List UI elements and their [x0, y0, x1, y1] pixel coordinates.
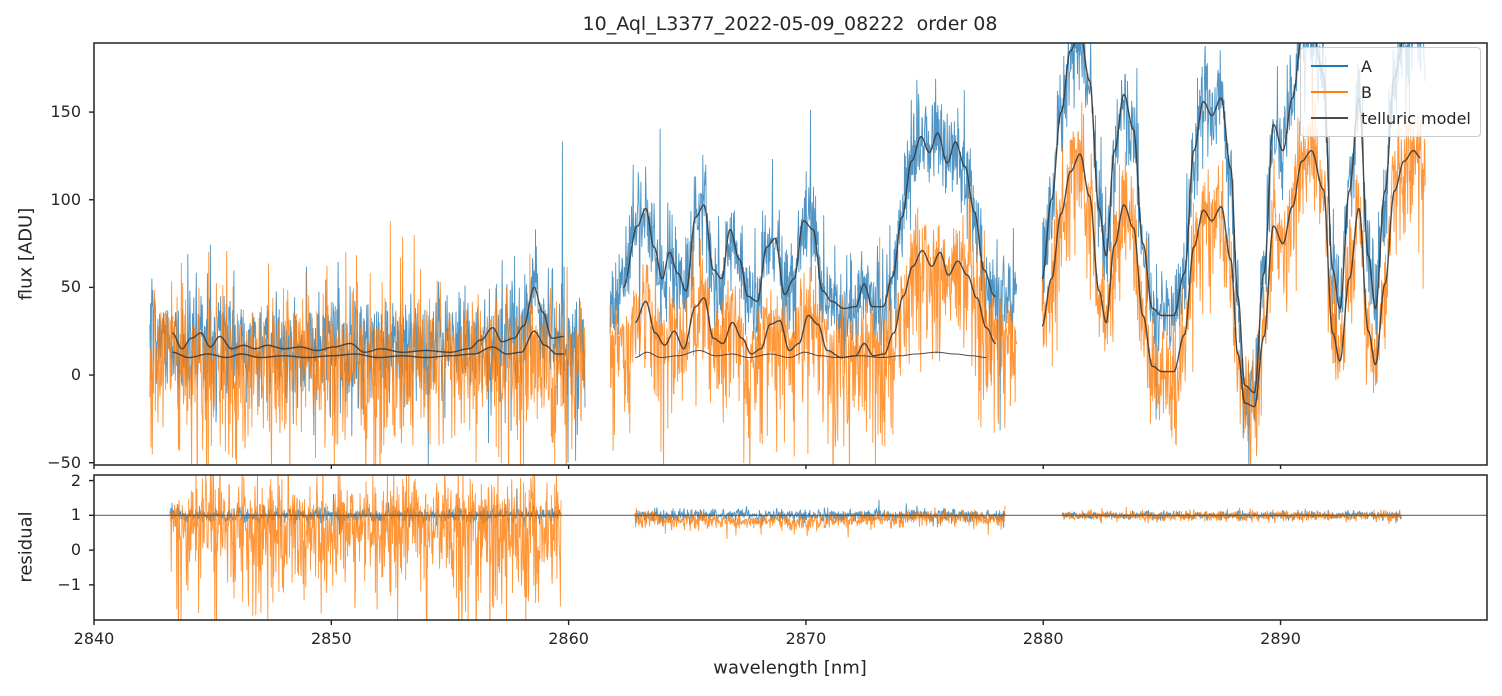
residual-y-tick-label: 0 — [70, 540, 81, 560]
telluric-model-line-2-segment-2 — [634, 249, 996, 359]
residual-series-B-segment-1 — [169, 475, 562, 620]
x-tick-label: 2880 — [1022, 629, 1064, 648]
telluric-model-line-swatch — [1311, 117, 1348, 119]
x-tick-label: 2890 — [1260, 629, 1301, 648]
x-axis-label: wavelength [nm] — [713, 657, 867, 679]
flux-y-tick-label: 0 — [70, 365, 81, 385]
flux-series-B-segment-1 — [149, 220, 586, 465]
flux-panel-frame — [93, 42, 1488, 466]
telluric-model-line-1-segment-1 — [172, 286, 564, 353]
x-tick-label: 2860 — [548, 629, 589, 648]
telluric-model-line-1-segment-2 — [622, 132, 996, 310]
legend-item-b: B — [1301, 79, 1480, 105]
chart-title: 10_Aql_L3377_2022-05-09_08222 order 08 — [582, 13, 998, 35]
residual-series-B-segment-2 — [634, 505, 1006, 540]
flux-y-tick-label: 50 — [60, 277, 81, 297]
residual-y-tick-label: −1 — [57, 574, 81, 594]
telluric-model-line-2-segment-1 — [172, 330, 564, 359]
flux-panel-data — [149, 43, 1426, 465]
residual-panel-data — [94, 475, 1487, 620]
residual-y-tick-label: 2 — [70, 470, 81, 490]
legend-item-a: A — [1301, 53, 1480, 79]
flux-series-B-segment-2 — [609, 178, 1018, 465]
residual-y-tick-label: 1 — [70, 505, 81, 525]
x-tick-label: 2840 — [73, 629, 115, 648]
telluric-model-line-2-segment-3 — [1041, 150, 1421, 408]
legend: A B telluric model — [1300, 47, 1481, 137]
flux-series-A-segment-2 — [609, 78, 1018, 431]
legend-label-a: A — [1361, 56, 1372, 76]
residual-panel-frame — [93, 474, 1488, 621]
legend-item-telluric-model: telluric model — [1301, 105, 1480, 131]
legend-label-b: B — [1361, 82, 1372, 102]
flux-y-tick-label: 100 — [50, 189, 81, 209]
flux-y-tick-label: −50 — [47, 452, 81, 472]
x-tick-label: 2870 — [785, 629, 827, 648]
telluric-model-line-3-segment-2 — [635, 350, 987, 358]
series-b-line-swatch — [1311, 91, 1348, 93]
flux-y-tick-label: 150 — [50, 102, 81, 122]
series-a-line-swatch — [1311, 65, 1348, 67]
legend-label-telluric-model: telluric model — [1361, 108, 1471, 128]
x-tick-label: 2850 — [310, 629, 352, 648]
